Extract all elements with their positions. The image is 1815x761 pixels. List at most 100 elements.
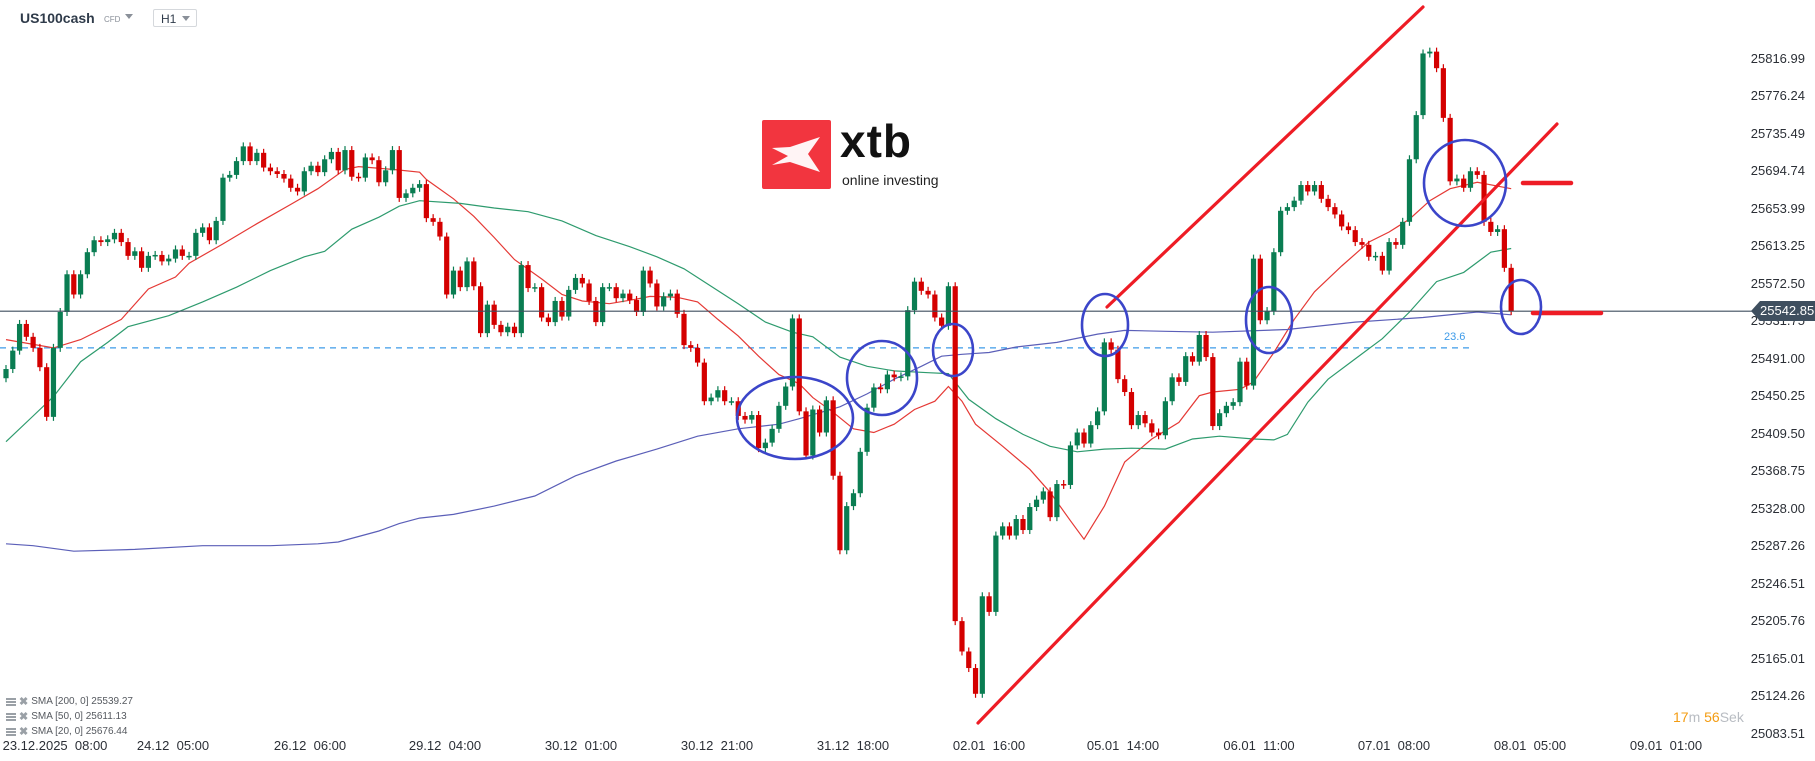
countdown-minutes: 17 [1673, 709, 1689, 725]
candle [396, 146, 402, 202]
candle-body [1467, 171, 1474, 188]
candle [1298, 181, 1304, 205]
candle-body [233, 161, 240, 175]
candle-body [50, 347, 57, 417]
candle [518, 261, 524, 338]
candle [810, 405, 816, 460]
candle-body [789, 318, 796, 387]
candle-body [389, 150, 396, 171]
candle [1101, 338, 1107, 416]
candle-body [1061, 484, 1067, 486]
candle [240, 142, 246, 166]
candle-body [84, 252, 90, 275]
candle-body [132, 251, 138, 256]
candle [783, 382, 789, 410]
candle-body [1196, 334, 1202, 362]
y-tick-label: 25572.50 [1750, 275, 1805, 291]
candle [1223, 401, 1229, 418]
legend-sma20[interactable]: ✖ SMA [20, 0] 25676.44 [6, 725, 127, 738]
candle [416, 180, 423, 192]
candle-body [23, 323, 29, 337]
candle [817, 405, 823, 437]
highlight-circle [1422, 138, 1508, 228]
candle-body [1135, 415, 1141, 426]
candle [200, 223, 206, 237]
y-tick-label: 25165.01 [1750, 650, 1805, 666]
legend-sma50[interactable]: ✖ SMA [50, 0] 25611.13 [6, 710, 127, 723]
logo-tagline: online investing [842, 172, 939, 188]
candle [661, 292, 667, 311]
candle-body [308, 165, 314, 172]
candle [444, 232, 450, 299]
candle [1108, 338, 1114, 354]
candle [1196, 330, 1202, 366]
candle [959, 617, 965, 656]
candle [627, 289, 633, 305]
legend-sma200[interactable]: ✖ SMA [200, 0] 25539.27 [6, 695, 133, 708]
candle [878, 383, 884, 394]
settings-lines-icon[interactable] [6, 697, 16, 706]
candle [505, 322, 511, 337]
candle-body [16, 323, 23, 351]
candle [1311, 181, 1318, 196]
candle [1088, 421, 1094, 448]
candle-body [1081, 432, 1087, 444]
y-tick-label: 25083.51 [1750, 725, 1805, 741]
candle [932, 290, 938, 322]
candle [77, 270, 84, 299]
close-icon[interactable]: ✖ [19, 726, 29, 738]
candle-body [457, 270, 463, 288]
candle [566, 285, 572, 321]
close-icon[interactable]: ✖ [19, 711, 29, 723]
candle [1386, 238, 1392, 275]
candle [1210, 353, 1216, 431]
candle [1135, 411, 1141, 430]
candle-body [1067, 445, 1074, 485]
candle [1230, 398, 1236, 410]
candle-body [620, 293, 626, 299]
candle [1176, 373, 1182, 386]
candle [1413, 111, 1419, 164]
candle-body [586, 283, 592, 301]
candle [1305, 181, 1311, 196]
settings-lines-icon[interactable] [6, 712, 16, 721]
y-tick-label: 25287.26 [1750, 538, 1805, 554]
symbol-dropdown-caret-icon[interactable] [125, 14, 133, 19]
highlight-circle [1499, 278, 1543, 336]
candle [349, 146, 355, 181]
highlight-circle [1080, 292, 1130, 358]
candle [369, 153, 375, 165]
candle [50, 343, 57, 421]
candle-body [945, 286, 952, 326]
y-tick-label: 25124.26 [1750, 688, 1805, 704]
candle [559, 296, 565, 321]
trendline [1105, 5, 1425, 309]
candle-body [742, 415, 748, 420]
candle-body [871, 387, 877, 408]
candle [905, 306, 911, 381]
candle-body [1495, 229, 1501, 232]
x-tick-label: 24.12 05:00 [136, 738, 210, 753]
candle-body [654, 283, 660, 307]
y-tick-label: 25735.49 [1750, 125, 1805, 141]
x-tick-label: 02.01 16:00 [952, 738, 1026, 753]
candle [1278, 206, 1284, 257]
candle-body [322, 159, 328, 173]
symbol-name[interactable]: US100cash [20, 10, 95, 26]
candle-body [1332, 207, 1338, 215]
highlight-circle [931, 322, 975, 378]
candle-body [939, 317, 945, 326]
candle [647, 266, 653, 288]
candle-body [179, 249, 185, 256]
candle [1291, 196, 1297, 212]
timeframe-select[interactable]: H1 [153, 9, 197, 27]
drawings[interactable] [735, 5, 1604, 725]
candle-body [349, 150, 355, 177]
candle-body [1149, 423, 1155, 433]
settings-lines-icon[interactable] [6, 727, 16, 736]
candle-body [1156, 432, 1162, 436]
close-icon[interactable]: ✖ [19, 696, 29, 708]
candle [57, 307, 63, 352]
candle [891, 370, 897, 382]
